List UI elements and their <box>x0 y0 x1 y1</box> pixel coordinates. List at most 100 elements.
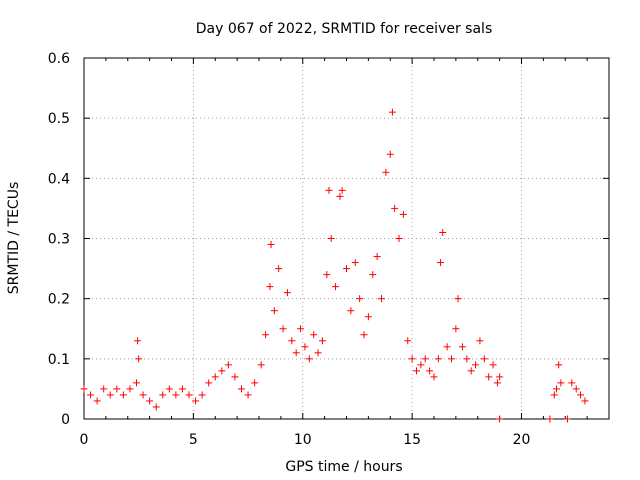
x-axis-label: GPS time / hours <box>285 459 402 475</box>
data-point <box>135 355 143 363</box>
data-point <box>318 337 326 345</box>
data-point <box>581 397 589 405</box>
data-point <box>211 373 219 381</box>
data-point <box>572 385 580 393</box>
data-point <box>356 295 364 303</box>
data-point <box>292 349 300 357</box>
data-point <box>198 391 206 399</box>
data-point <box>262 331 270 339</box>
data-point <box>417 361 425 369</box>
data-point <box>327 235 335 242</box>
data-point <box>205 379 213 387</box>
data-point <box>172 391 180 399</box>
data-point <box>373 253 381 261</box>
data-point <box>283 289 291 297</box>
data-point <box>251 379 259 387</box>
chart-title: Day 067 of 2022, SRMTID for receiver sal… <box>196 21 492 37</box>
data-point <box>310 331 318 339</box>
y-tick-label: 0.5 <box>48 111 70 127</box>
y-axis-label: SRMTID / TECUs <box>6 182 22 295</box>
data-point <box>421 355 429 363</box>
data-point <box>496 373 504 381</box>
data-point <box>360 331 368 339</box>
data-point <box>369 271 377 279</box>
data-point <box>437 259 445 267</box>
data-point <box>134 337 142 345</box>
data-point <box>364 313 372 321</box>
data-point <box>408 355 416 363</box>
data-point <box>553 385 560 393</box>
data-point <box>325 186 333 194</box>
data-point <box>467 367 475 375</box>
data-point <box>314 349 322 357</box>
data-point <box>452 325 460 333</box>
data-point <box>133 379 140 387</box>
data-point <box>87 391 95 399</box>
data-point <box>178 385 186 393</box>
data-point <box>557 379 565 387</box>
data-points <box>80 108 589 423</box>
data-point <box>430 373 438 381</box>
data-point <box>351 259 359 267</box>
axis-ticks: 0 5 10 15 20 0 0.1 0.2 0.3 0.4 0.5 0.6 <box>48 51 609 448</box>
data-point <box>146 397 154 405</box>
data-point <box>336 192 344 200</box>
data-point <box>404 337 412 345</box>
data-point <box>323 271 331 279</box>
data-point <box>305 355 313 363</box>
data-point <box>550 391 558 399</box>
data-point <box>458 343 466 351</box>
x-tick-label: 15 <box>403 432 421 448</box>
data-point <box>439 228 447 236</box>
y-tick-label: 0.4 <box>48 171 70 187</box>
data-point <box>388 108 396 116</box>
data-point <box>301 343 309 351</box>
y-tick-label: 0.3 <box>48 232 70 248</box>
data-point <box>106 391 114 399</box>
x-tick-label: 0 <box>80 432 89 448</box>
data-point <box>454 295 462 303</box>
data-point <box>568 379 576 387</box>
data-point <box>448 355 455 363</box>
data-point <box>480 355 488 363</box>
data-point <box>224 361 232 369</box>
data-point <box>185 391 193 399</box>
data-point <box>546 415 554 423</box>
data-point <box>343 265 350 273</box>
data-point <box>493 379 501 387</box>
data-point <box>139 391 147 399</box>
x-tick-label: 10 <box>294 432 312 448</box>
data-point <box>386 150 394 158</box>
data-point <box>496 415 504 423</box>
data-point <box>279 325 287 333</box>
data-point <box>489 361 497 369</box>
data-point <box>126 385 134 393</box>
data-point <box>165 385 173 393</box>
data-point <box>100 385 108 393</box>
data-point <box>413 367 420 375</box>
data-point <box>555 361 563 369</box>
data-point <box>347 307 355 315</box>
data-point <box>463 355 471 363</box>
data-point <box>257 361 265 369</box>
data-point <box>218 367 226 375</box>
data-point <box>332 283 340 291</box>
data-point <box>434 355 442 363</box>
data-point <box>577 391 585 399</box>
data-point <box>476 337 484 345</box>
data-point <box>80 385 88 393</box>
y-tick-label: 0.2 <box>48 292 70 308</box>
x-tick-label: 5 <box>189 432 198 448</box>
data-point <box>288 337 296 345</box>
data-point <box>485 373 493 381</box>
data-point <box>93 397 101 405</box>
data-point <box>231 373 239 381</box>
data-point <box>275 265 283 273</box>
data-point <box>152 403 160 411</box>
y-tick-label: 0.1 <box>48 352 70 368</box>
data-point <box>270 307 278 315</box>
gridlines <box>84 58 609 419</box>
data-point <box>391 204 399 212</box>
data-point <box>472 361 480 369</box>
